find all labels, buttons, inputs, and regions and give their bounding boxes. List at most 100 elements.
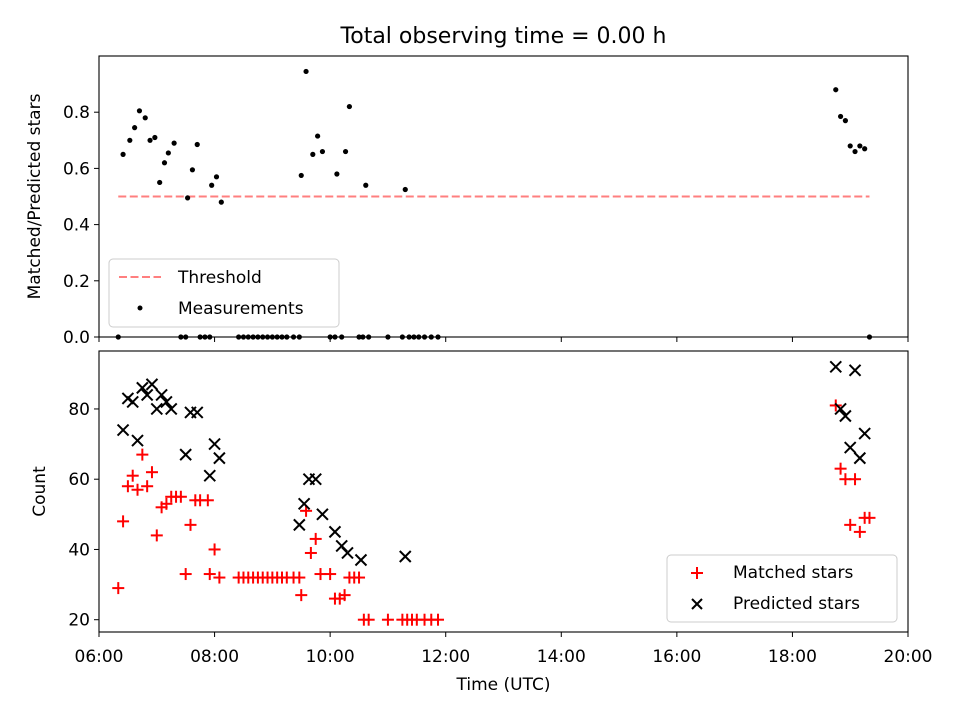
matched-stars-legend-swatch xyxy=(691,567,703,579)
measurements-legend-swatch xyxy=(137,305,143,311)
y-tick-label: 60 xyxy=(68,470,90,490)
matched-star-point xyxy=(121,480,134,493)
predicted-star-point xyxy=(341,546,354,560)
matched-star-point xyxy=(309,532,322,545)
x-tick-label: 08:00 xyxy=(190,647,239,667)
x-tick-label: 20:00 xyxy=(884,647,933,667)
predicted-star-point xyxy=(829,360,842,374)
ratio-plot-area xyxy=(115,68,873,340)
measurement-point xyxy=(142,115,148,121)
ratio-x-ticks xyxy=(98,337,909,342)
predicted-star-point xyxy=(191,406,204,419)
ratio-y-ticks: 0.0 0.2 0.4 0.6 0.8 xyxy=(63,103,99,348)
measurement-point xyxy=(152,134,158,141)
measurement-point xyxy=(147,137,153,143)
ratio-panel: Total observing time = 0.00 h 0.00.20.40… xyxy=(25,24,909,348)
predicted-stars-legend-swatch xyxy=(691,598,703,610)
predicted-star-point xyxy=(309,472,322,486)
predicted-star-point xyxy=(136,381,149,395)
x-tick-label: 18:00 xyxy=(768,647,817,667)
count-x-ticks: 06:00 08:00 10:00 12:00 14:00 16:00 18:00 20:00 xyxy=(75,632,933,667)
y-tick-label: 0.6 xyxy=(63,159,90,179)
y-tick-label: 40 xyxy=(68,540,90,560)
matched-star-point xyxy=(160,497,173,510)
measurement-point xyxy=(842,118,848,124)
matched-star-point xyxy=(117,515,130,528)
ratio-y-axis-label: Matched/Predicted stars xyxy=(25,93,45,299)
matched-star-point xyxy=(432,613,445,626)
predicted-star-point xyxy=(293,518,306,532)
matched-star-point xyxy=(208,543,221,556)
matched-star-point xyxy=(150,529,163,542)
measurement-point xyxy=(363,182,369,188)
predicted-star-point xyxy=(203,469,216,482)
predicted-star-point xyxy=(126,395,139,409)
predicted-star-point xyxy=(848,364,862,377)
matched-star-point xyxy=(849,473,862,486)
matched-star-point xyxy=(293,571,306,584)
chart-title: Total observing time = 0.00 h xyxy=(340,24,667,49)
measurement-point xyxy=(315,133,321,139)
measurement-point xyxy=(402,186,408,193)
measurement-point xyxy=(127,137,133,143)
measurement-point xyxy=(161,160,168,166)
measurements-legend-label: Measurements xyxy=(178,299,304,319)
y-tick-label: 0.2 xyxy=(63,272,90,292)
predicted-star-point xyxy=(839,409,852,423)
y-tick-label: 20 xyxy=(68,611,90,631)
count-legend: Matched stars Predicted stars xyxy=(666,554,898,623)
count-y-axis-label: Count xyxy=(30,466,50,517)
matched-star-point xyxy=(213,571,226,584)
measurement-point xyxy=(847,143,853,149)
measurement-point xyxy=(310,151,316,157)
measurement-point xyxy=(120,151,126,157)
matched-star-point xyxy=(381,613,394,626)
matched-star-point xyxy=(295,589,308,602)
measurement-point xyxy=(213,174,220,180)
measurement-point xyxy=(334,171,340,177)
threshold-legend-label: Threshold xyxy=(177,268,262,288)
measurement-point xyxy=(132,125,138,131)
x-tick-label: 14:00 xyxy=(537,647,586,667)
ratio-axes-frame xyxy=(98,55,909,338)
predicted-star-point xyxy=(131,434,144,447)
matched-stars-legend-label: Matched stars xyxy=(733,563,853,583)
matched-star-point xyxy=(136,448,149,461)
measurement-point xyxy=(852,148,858,155)
predicted-star-point xyxy=(160,395,173,409)
count-plot-area xyxy=(112,360,876,626)
x-tick-label: 06:00 xyxy=(75,647,124,667)
matched-star-point xyxy=(112,582,125,595)
matched-star-point xyxy=(324,568,337,581)
predicted-star-point xyxy=(140,388,154,402)
matched-star-point xyxy=(184,518,197,531)
ratio-legend-box xyxy=(108,258,340,328)
matched-star-point xyxy=(179,568,192,581)
ratio-legend: Threshold Measurements xyxy=(108,258,340,328)
matched-star-point xyxy=(126,469,139,482)
predicted-star-point xyxy=(316,508,329,521)
predicted-star-point xyxy=(165,402,178,416)
predicted-star-point xyxy=(213,451,226,465)
predicted-star-point xyxy=(399,550,412,563)
matched-star-point xyxy=(863,511,876,524)
predicted-star-point xyxy=(858,427,871,440)
measurement-point xyxy=(319,148,326,155)
matched-star-point xyxy=(141,480,154,493)
measurement-point xyxy=(837,113,844,120)
matched-star-point xyxy=(304,546,317,559)
measurement-point xyxy=(303,68,309,75)
matched-star-point xyxy=(145,466,158,479)
measurement-point xyxy=(298,172,304,179)
matched-star-point xyxy=(201,494,214,507)
predicted-star-point xyxy=(179,448,192,461)
measurement-point xyxy=(862,146,868,152)
measurement-point xyxy=(857,143,863,149)
measurement-point xyxy=(157,179,163,186)
predicted-star-point xyxy=(834,402,847,416)
y-tick-label: 0.8 xyxy=(63,103,90,123)
predicted-star-point xyxy=(297,497,311,511)
predicted-star-point xyxy=(354,553,368,567)
measurement-point xyxy=(171,140,177,146)
